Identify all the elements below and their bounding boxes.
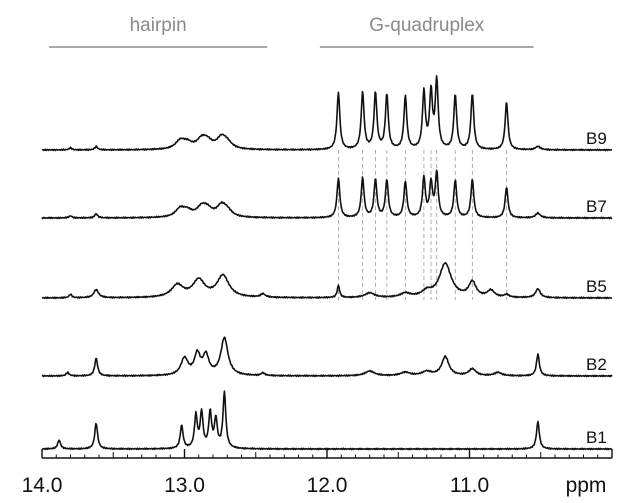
trace-b1 [41, 390, 613, 451]
trace-label-b1: B1 [586, 428, 607, 447]
trace-labels: B9 B7 B5 B2 B1 [586, 129, 607, 447]
trace-b5 [41, 261, 613, 300]
trace-label-b7: B7 [586, 197, 607, 216]
x-tick-label-11: 11.0 [450, 474, 489, 497]
trace-b7 [41, 169, 613, 220]
x-tick-label-12: 12.0 [307, 474, 348, 497]
trace-label-b9: B9 [586, 129, 607, 148]
trace-label-b5: B5 [586, 277, 607, 296]
region-labels: hairpin G-quadruplex [49, 15, 534, 48]
peak-reference-lines [337, 150, 507, 300]
g-quadruplex-region-label: G-quadruplex [369, 15, 485, 36]
x-tick-label-14: 14.0 [22, 474, 63, 497]
trace-b9 [41, 75, 613, 152]
trace-b2 [41, 336, 613, 378]
x-axis: 14.0 13.0 12.0 11.0 ppm [22, 449, 613, 497]
trace-label-b2: B2 [586, 355, 607, 374]
x-tick-label-13: 13.0 [164, 474, 205, 497]
x-axis-ticks [41, 449, 613, 458]
x-axis-title: ppm [566, 474, 607, 497]
hairpin-region-label: hairpin [130, 15, 187, 36]
spectra-traces [41, 75, 613, 451]
